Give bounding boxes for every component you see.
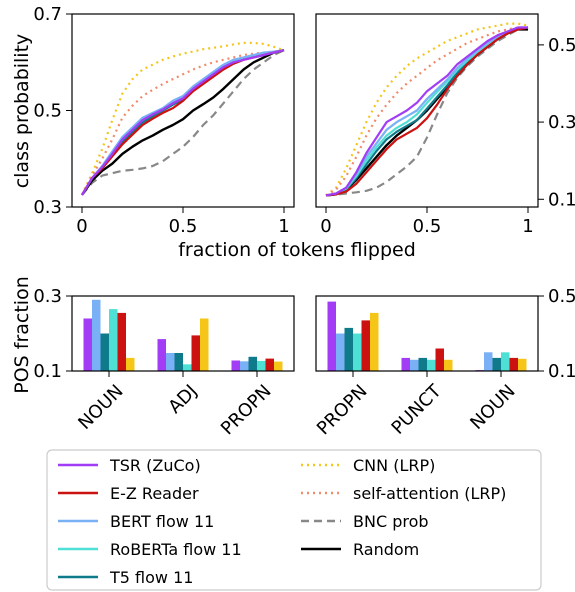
bar	[191, 335, 200, 371]
bar	[83, 318, 92, 371]
series-line	[81, 41, 285, 196]
series-line	[325, 26, 529, 197]
legend-label: RoBERTa flow 11	[110, 540, 242, 559]
bar-panel-bottom-left: NOUN ADJ PROPN 0.1 0.3	[33, 286, 283, 440]
x-tick-label: 0.5	[169, 216, 198, 237]
bar	[174, 353, 183, 371]
y-tick-label: 0.3	[33, 286, 62, 307]
series-line	[325, 26, 528, 197]
bar	[344, 327, 353, 371]
legend-label: T5 flow 11	[109, 568, 193, 587]
x-tick-label: 1	[278, 216, 289, 237]
x-category-label: NOUN	[466, 381, 519, 434]
y-tick-label: 0.3	[548, 112, 575, 133]
bar	[501, 352, 510, 372]
bar	[401, 357, 410, 371]
plot-frame	[315, 295, 539, 372]
bar	[427, 359, 436, 372]
line-panel-top-left: 0 0.5 1 0.3 0.5 0.7	[33, 4, 289, 237]
bar	[353, 333, 362, 371]
bar	[166, 353, 175, 371]
x-axis-label: fraction of tokens flipped	[178, 239, 416, 261]
x-category-label: PUNCT	[388, 380, 447, 439]
y-axis-label: class probability	[11, 34, 33, 189]
legend-label: BERT flow 11	[110, 512, 214, 531]
series-line	[325, 26, 529, 197]
series-line	[81, 49, 285, 196]
y-axis-label: POS fraction	[11, 276, 33, 394]
y-tick-label: 0.5	[33, 101, 62, 122]
bar	[418, 357, 427, 371]
x-tick-label: 0	[76, 216, 87, 237]
bar	[265, 358, 274, 371]
bar	[410, 359, 419, 372]
bar	[435, 348, 444, 371]
bar	[370, 312, 379, 371]
bar	[274, 361, 283, 371]
legend-label: E-Z Reader	[110, 484, 199, 503]
bar	[157, 339, 166, 371]
series-line	[325, 26, 528, 197]
y-tick-label: 0.1	[548, 361, 575, 382]
bar	[240, 361, 249, 372]
legend-label: self-attention (LRP)	[353, 484, 506, 503]
bar	[92, 299, 101, 372]
series-line	[81, 49, 285, 196]
x-tick-label: 1	[522, 216, 533, 237]
bar	[117, 312, 126, 371]
bar	[200, 318, 209, 371]
legend-label: Random	[353, 540, 419, 559]
plot-frame	[71, 13, 295, 208]
legend-label: BNC prob	[353, 512, 429, 531]
plot-frame	[315, 13, 539, 208]
plot-frame	[71, 295, 295, 372]
y-tick-label: 0.7	[33, 4, 62, 25]
y-tick-label: 0.1	[548, 189, 575, 210]
bar	[444, 359, 453, 372]
x-category-label: NOUN	[74, 381, 127, 434]
y-tick-label: 0.5	[548, 286, 575, 307]
legend-box	[46, 449, 542, 591]
bar	[484, 352, 493, 372]
bar	[361, 320, 370, 371]
bar	[126, 357, 135, 371]
bar	[518, 358, 527, 371]
legend: TSR (ZuCo) E-Z Reader BERT flow 11 RoBERTa …	[46, 449, 542, 591]
bar	[327, 301, 336, 371]
y-tick-label: 0.1	[33, 361, 62, 382]
series-line	[81, 49, 285, 196]
bar	[257, 360, 266, 371]
y-tick-label: 0.3	[33, 197, 62, 218]
x-category-label: PROPN	[217, 381, 276, 440]
series-line	[81, 49, 285, 196]
series-line	[81, 49, 285, 196]
bar	[509, 357, 518, 371]
bar	[248, 356, 257, 372]
bar-panel-bottom-right: PROPN PUNCT NOUN 0.1 0.5	[313, 286, 575, 439]
bar	[492, 357, 501, 371]
x-category-label: PROPN	[313, 381, 372, 440]
bar	[109, 309, 118, 371]
series-line	[325, 26, 528, 197]
x-tick-label: 0	[320, 216, 331, 237]
legend-label: CNN (LRP)	[353, 456, 435, 475]
legend-label: TSR (ZuCo)	[109, 456, 201, 475]
bar	[183, 364, 192, 372]
x-category-label: ADJ	[164, 381, 201, 418]
bar	[231, 360, 240, 371]
y-tick-label: 0.5	[548, 35, 575, 56]
bar	[336, 333, 345, 371]
x-tick-label: 0.5	[413, 216, 442, 237]
bar	[100, 333, 109, 371]
line-panel-top-right: 0 0.5 1 0.1 0.3 0.5	[320, 22, 575, 237]
